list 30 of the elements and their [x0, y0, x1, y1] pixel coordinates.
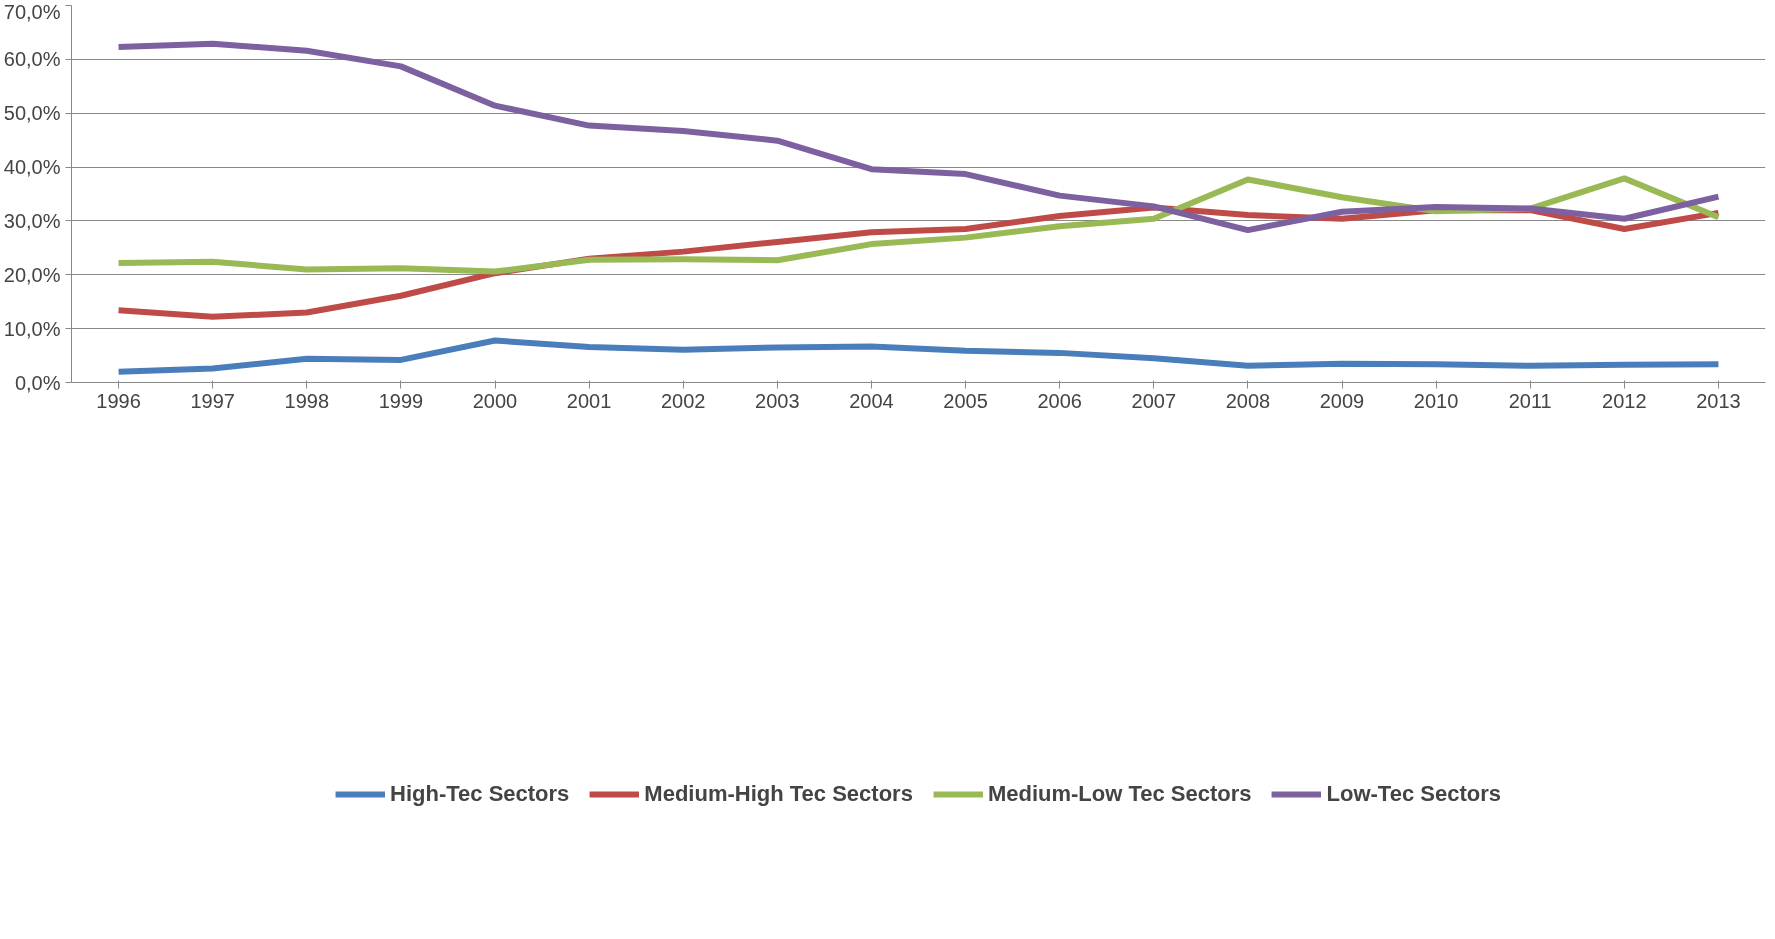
legend-label: High-Tec Sectors — [390, 780, 570, 807]
x-tick-label: 2010 — [1413, 389, 1459, 412]
x-tick-label: 2002 — [660, 389, 706, 412]
y-tick-label: 0,0% — [14, 371, 61, 394]
x-tick-label: 1998 — [284, 389, 330, 412]
x-tick-label: 2009 — [1319, 389, 1365, 412]
x-tick-label: 2003 — [755, 389, 800, 412]
x-tick-label: 2011 — [1508, 389, 1552, 412]
x-tick-label: 2007 — [1131, 389, 1177, 412]
x-tick-label: 1997 — [190, 389, 235, 412]
x-tick-label: 2006 — [1037, 389, 1082, 412]
x-tick-label: 2012 — [1602, 389, 1647, 412]
x-tick-label: 2005 — [943, 389, 988, 412]
x-tick-label: 2000 — [472, 389, 518, 412]
legend-label: Medium-High Tec Sectors — [644, 780, 913, 807]
legend-label: Low-Tec Sectors — [1326, 780, 1501, 807]
x-tick-label: 2013 — [1696, 389, 1741, 412]
y-tick-label: 40,0% — [3, 156, 61, 179]
x-tick-label: 2004 — [849, 389, 894, 412]
y-tick-label: 50,0% — [3, 102, 61, 125]
y-tick-label: 60,0% — [3, 48, 61, 71]
x-tick-label: 2001 — [566, 389, 612, 412]
legend-label: Medium-Low Tec Sectors — [987, 780, 1252, 807]
y-tick-label: 30,0% — [3, 209, 61, 232]
y-tick-label: 70,0% — [3, 0, 61, 23]
x-tick-label: 1996 — [96, 389, 141, 412]
x-tick-label: 2008 — [1225, 389, 1271, 412]
y-tick-label: 10,0% — [3, 317, 61, 340]
x-tick-label: 1999 — [378, 389, 424, 412]
y-tick-label: 20,0% — [3, 263, 61, 286]
